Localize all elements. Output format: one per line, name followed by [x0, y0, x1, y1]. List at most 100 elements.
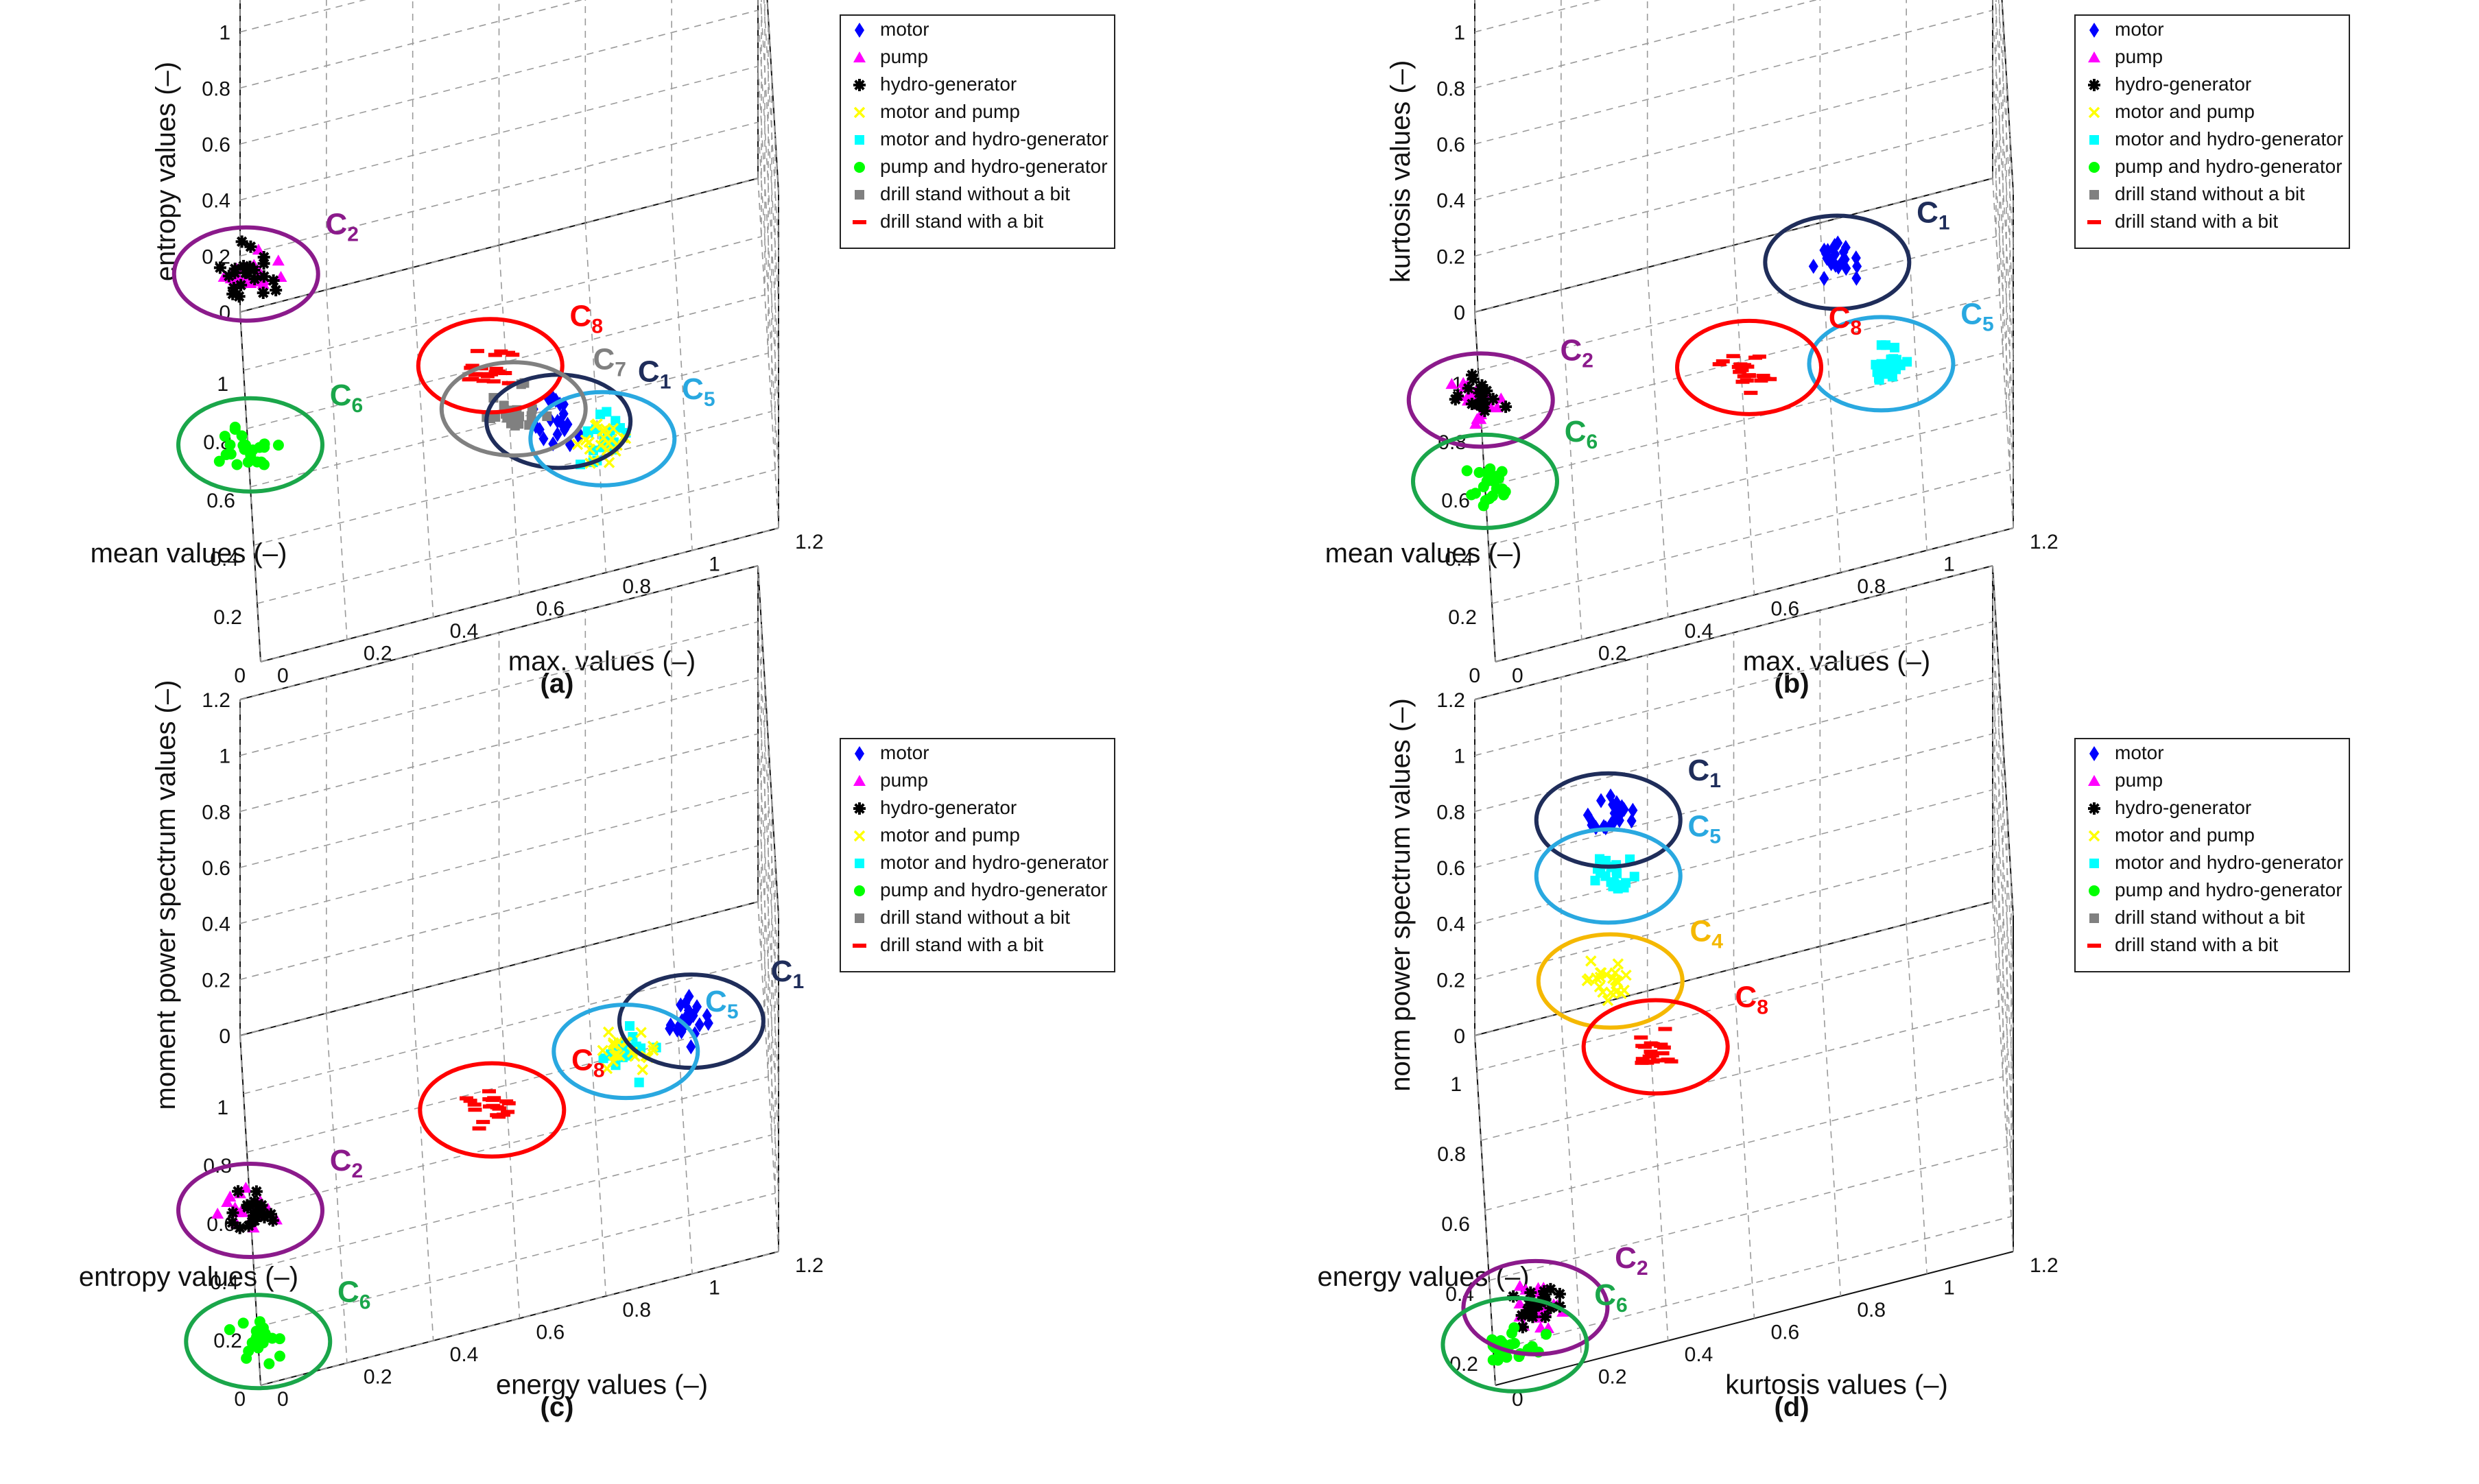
legend-label: motor [2115, 742, 2164, 763]
data-point [1585, 955, 1597, 967]
data-point [228, 262, 241, 275]
z-tick-label: 1 [219, 745, 230, 768]
cluster-label: C1 [771, 955, 804, 993]
data-point [607, 1038, 619, 1051]
data-point [1471, 398, 1484, 411]
chart-panel-3: 00.20.40.60.811.200.20.40.60.8100.20.40.… [79, 565, 1115, 1422]
data-point [1486, 392, 1499, 405]
legend-label: motor and hydro-generator [880, 852, 1108, 873]
legend-marker [2089, 23, 2099, 38]
data-point [1655, 1051, 1670, 1055]
data-point [1587, 817, 1597, 833]
legend-label: drill stand without a bit [2115, 907, 2305, 928]
z-tick-label: 1.2 [202, 689, 230, 712]
data-point [1626, 813, 1637, 828]
cluster-label: C2 [1615, 1241, 1648, 1280]
data-point [584, 443, 596, 455]
data-point [603, 457, 615, 468]
z-tick-label: 0 [1454, 302, 1465, 324]
data-point [686, 1039, 696, 1055]
legend-marker [853, 944, 866, 948]
data-point [252, 1342, 264, 1354]
data-point [1495, 1335, 1506, 1347]
data-point [244, 261, 257, 274]
data-point [1593, 981, 1606, 993]
cluster-ellipse [1581, 998, 1730, 1096]
data-point [490, 1113, 504, 1118]
legend-marker [2088, 802, 2100, 815]
legend-box [2074, 14, 2350, 249]
data-point [1610, 985, 1622, 998]
data-point [267, 274, 280, 287]
data-point [1515, 1309, 1528, 1322]
legend-marker [855, 746, 864, 761]
data-point [475, 372, 490, 376]
data-point [468, 372, 482, 377]
legend: motor pump hydro-generator motor and pump mo… [840, 14, 1115, 249]
data-point [1637, 1044, 1652, 1049]
y-tick-label: 0.6 [536, 1321, 565, 1344]
y-tick-label: 1 [1943, 1277, 1955, 1300]
legend-label: pump and hydro-generator [2115, 156, 2342, 177]
data-point [272, 440, 284, 451]
data-point [1478, 481, 1489, 492]
data-point [598, 1053, 608, 1064]
data-point [224, 439, 236, 451]
data-point [1646, 1042, 1660, 1046]
cluster-ellipses: C1 C5 C8 C2 C6 [176, 955, 804, 1391]
data-point [1644, 1049, 1658, 1054]
y-tick-label: 0.2 [364, 1366, 392, 1389]
data-point [489, 366, 503, 371]
data-point [482, 1089, 497, 1094]
z-tick-label: 0.8 [1436, 801, 1465, 824]
data-point [488, 352, 502, 357]
cluster-label: C7 [593, 342, 626, 381]
data-point [270, 284, 283, 297]
data-point [1726, 354, 1740, 359]
x-axis-label: entropy values (–) [79, 1262, 298, 1292]
legend-label: drill stand with a bit [880, 934, 1043, 955]
data-point [647, 1040, 659, 1052]
x-tick-label: 1 [217, 373, 228, 396]
x-tick-label: 0.2 [1448, 606, 1477, 629]
legend-label: hydro-generator [880, 73, 1017, 95]
legend-label: motor and pump [880, 824, 1020, 846]
data-point [242, 1219, 255, 1232]
legend-label: motor and pump [880, 101, 1020, 122]
legend-marker [2089, 746, 2099, 761]
x-axis-label: mean values (–) [91, 538, 287, 569]
data-point [1602, 994, 1614, 1007]
data-point [1486, 490, 1498, 502]
data-point [1740, 364, 1755, 369]
data-point [1716, 359, 1730, 363]
cluster-ellipse [1807, 315, 1956, 413]
legend-label: motor [880, 742, 929, 763]
x-tick-label: 0 [234, 665, 246, 687]
data-point [1744, 390, 1758, 395]
z-axis-label: entropy values (–) [151, 62, 181, 281]
legend-label: drill stand without a bit [880, 907, 1070, 928]
panel-label: (c) [541, 1392, 574, 1422]
data-point [233, 290, 246, 303]
data-point [1833, 235, 1843, 251]
cluster-ellipses: C1 C5 C8 C2 C6 [1406, 196, 1994, 530]
data-point [1874, 373, 1884, 383]
data-point [602, 407, 612, 417]
data-point [1480, 384, 1493, 397]
legend-label: pump [2115, 769, 2163, 791]
z-tick-label: 0.4 [1436, 913, 1465, 936]
data-point [1614, 813, 1624, 828]
cluster-label: C1 [638, 355, 671, 393]
data-point [538, 431, 549, 446]
data-point [494, 349, 508, 354]
cluster-ellipse [439, 360, 588, 458]
data-point [702, 1008, 712, 1024]
data-point [1484, 463, 1496, 475]
data-point [688, 1007, 698, 1023]
y-tick-label: 0 [1512, 1388, 1523, 1411]
z-axis-label: norm power spectrum values (–) [1386, 698, 1416, 1092]
data-point [472, 1126, 486, 1131]
data-point [1544, 1302, 1557, 1315]
z-tick-label: 0.2 [202, 969, 230, 992]
